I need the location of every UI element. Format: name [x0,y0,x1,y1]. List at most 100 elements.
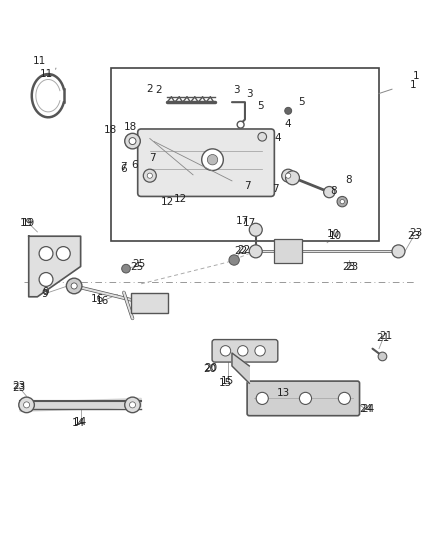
Text: 10: 10 [329,231,343,241]
Text: 20: 20 [203,365,216,374]
Text: 16: 16 [90,294,104,304]
Text: 23: 23 [13,383,26,393]
Text: 23: 23 [342,262,355,271]
Polygon shape [20,398,141,411]
Polygon shape [29,236,81,297]
Text: 21: 21 [379,330,392,341]
Text: 13: 13 [276,388,290,398]
Circle shape [237,121,244,128]
Circle shape [324,187,335,198]
Text: 3: 3 [233,85,240,95]
Text: 14: 14 [72,418,85,428]
Circle shape [57,247,70,261]
Text: 7: 7 [272,184,279,193]
Circle shape [24,402,30,408]
Circle shape [258,132,267,141]
Circle shape [255,345,265,356]
FancyBboxPatch shape [111,68,379,240]
Text: 13: 13 [277,387,290,397]
Circle shape [19,397,34,413]
Text: 7: 7 [148,154,155,164]
Circle shape [143,169,156,182]
Circle shape [338,392,350,405]
Text: 6: 6 [131,160,138,170]
Circle shape [229,255,239,265]
Text: 11: 11 [39,69,53,79]
Text: 19: 19 [22,218,35,228]
Text: 5: 5 [257,101,263,111]
Text: 8: 8 [330,186,337,196]
Text: 12: 12 [173,195,187,205]
Circle shape [220,345,231,356]
Text: 12: 12 [160,197,174,207]
Circle shape [378,352,387,361]
Text: 18: 18 [104,125,117,135]
Text: 24: 24 [361,404,375,414]
FancyBboxPatch shape [131,293,168,313]
Text: 15: 15 [219,378,233,388]
Circle shape [286,171,300,185]
Text: 2: 2 [146,84,153,94]
Circle shape [249,245,262,258]
Polygon shape [232,353,249,383]
Text: 10: 10 [327,229,340,239]
FancyBboxPatch shape [212,340,278,362]
Text: 19: 19 [20,218,33,228]
Text: 2: 2 [155,85,162,95]
Text: 20: 20 [204,363,217,373]
Text: 7: 7 [120,162,127,172]
Circle shape [71,283,77,289]
Text: 1: 1 [413,71,419,81]
Text: 23: 23 [346,262,359,272]
FancyBboxPatch shape [138,129,274,197]
Circle shape [286,173,291,178]
Circle shape [130,402,135,408]
Circle shape [122,264,131,273]
Circle shape [207,155,218,165]
Text: 25: 25 [130,262,144,271]
Text: 23: 23 [12,381,25,391]
Circle shape [337,197,347,207]
Text: 16: 16 [95,296,109,306]
Circle shape [125,133,140,149]
Text: 11: 11 [33,56,46,66]
Text: 8: 8 [346,175,352,185]
Circle shape [249,223,262,236]
Circle shape [147,173,152,178]
Circle shape [285,107,292,114]
FancyBboxPatch shape [247,381,360,416]
Circle shape [202,149,223,171]
Text: 25: 25 [132,260,145,269]
Circle shape [282,169,295,182]
Text: 23: 23 [409,228,422,238]
Text: 17: 17 [243,218,256,228]
Circle shape [392,245,405,258]
Text: 23: 23 [407,231,420,241]
Circle shape [125,397,140,413]
Text: 22: 22 [237,246,251,255]
Circle shape [256,392,268,405]
Text: 18: 18 [124,122,137,132]
Text: 3: 3 [246,88,253,99]
Text: 22: 22 [234,246,247,256]
Text: 1: 1 [410,80,417,90]
Text: 6: 6 [120,164,127,174]
Text: 4: 4 [274,133,281,143]
Text: 7: 7 [244,182,251,191]
Circle shape [39,272,53,286]
Text: 4: 4 [285,119,292,129]
Text: 17: 17 [236,216,249,226]
Text: 24: 24 [360,404,373,414]
Text: 9: 9 [42,289,49,298]
Circle shape [237,345,248,356]
Circle shape [129,138,136,144]
Text: 15: 15 [221,376,234,386]
Text: 5: 5 [298,97,304,107]
Circle shape [39,247,53,261]
Text: 9: 9 [43,287,49,297]
Circle shape [66,278,82,294]
Text: 14: 14 [74,417,87,427]
FancyBboxPatch shape [274,239,303,263]
Circle shape [340,199,344,204]
Circle shape [300,392,311,405]
